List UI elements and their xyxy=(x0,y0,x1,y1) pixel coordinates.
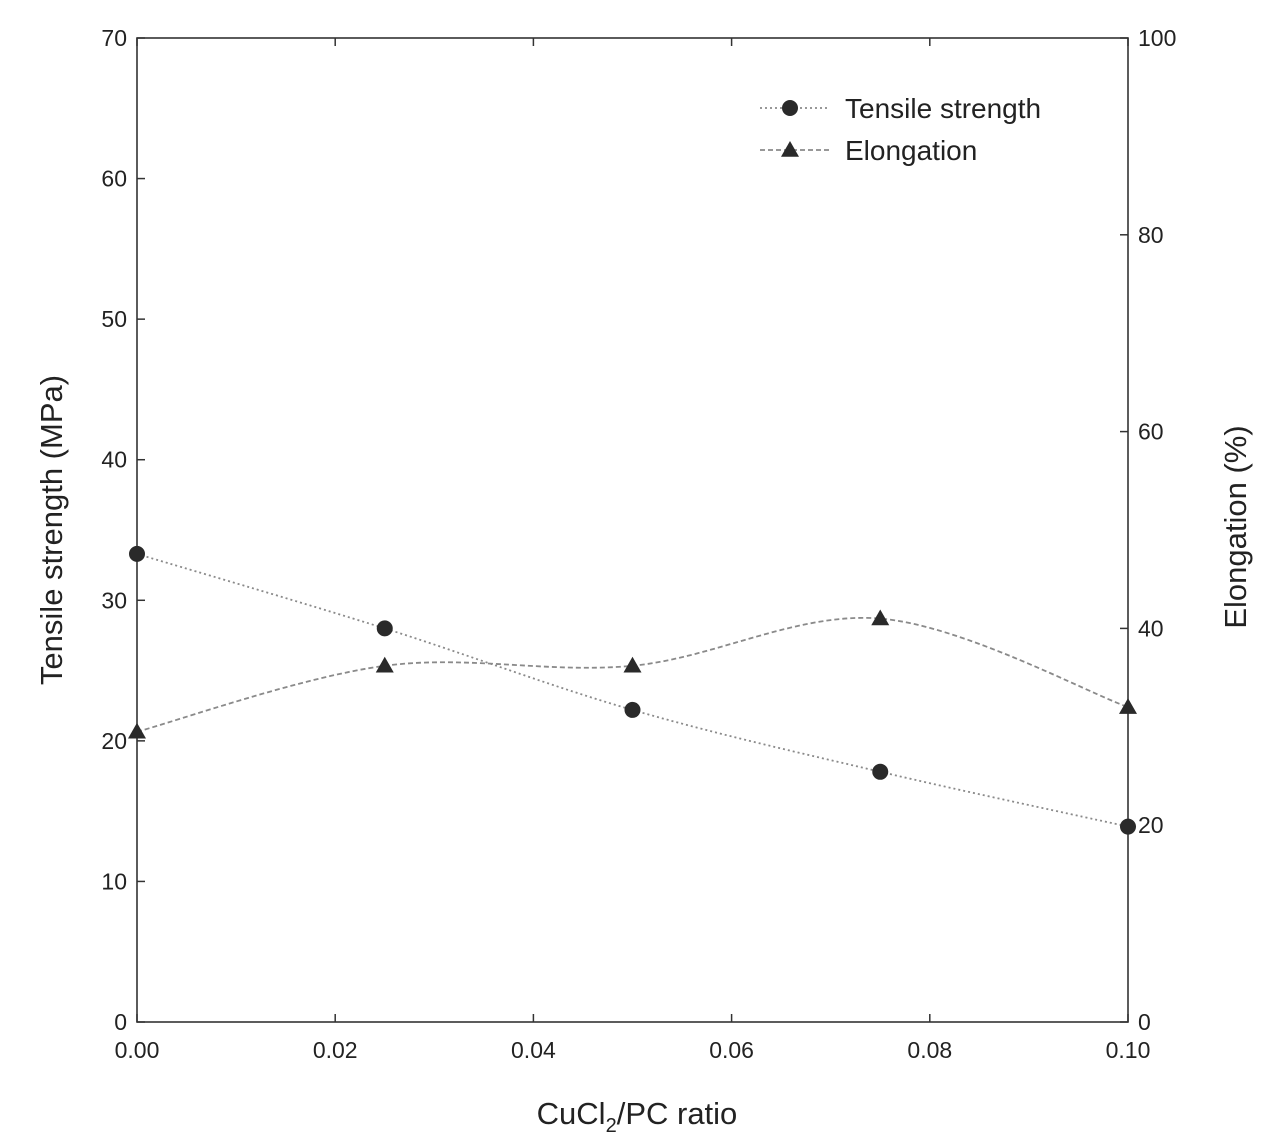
x-tick-label: 0.00 xyxy=(115,1037,160,1063)
x-tick-label: 0.08 xyxy=(907,1037,952,1063)
y-left-tick-label: 20 xyxy=(101,728,127,754)
x-tick-label: 0.04 xyxy=(511,1037,556,1063)
x-tick-label: 0.06 xyxy=(709,1037,754,1063)
y-left-tick-label: 40 xyxy=(101,447,127,473)
y-left-tick-label: 0 xyxy=(114,1009,127,1035)
tensile-strength-point xyxy=(624,701,641,718)
y-left-tick-label: 10 xyxy=(101,868,127,894)
elongation-point xyxy=(375,656,394,673)
y-left-tick-label: 30 xyxy=(101,587,127,613)
legend-marker xyxy=(782,100,798,116)
y-left-tick-label: 50 xyxy=(101,306,127,332)
tensile-strength-point xyxy=(129,545,145,562)
ticks-group: 0.00 0.02 0.04 0.06 0.08 0.100102030405060700… xyxy=(101,25,1176,1063)
x-axis-title: CuCl2/PC ratio xyxy=(537,1096,738,1136)
y-right-tick-label: 60 xyxy=(1138,419,1164,445)
tensile-strength-point xyxy=(872,763,889,780)
legend: Tensile strength Elongation xyxy=(760,93,1041,166)
elongation-point xyxy=(1119,698,1137,714)
y-right-tick-label: 0 xyxy=(1138,1009,1151,1035)
tensile-strength-line xyxy=(136,553,1129,828)
plot-frame xyxy=(136,37,1129,1023)
elongation-point xyxy=(623,656,642,673)
elongation-point xyxy=(128,722,146,739)
x-tick-label: 0.10 xyxy=(1106,1037,1151,1063)
legend-marker xyxy=(781,141,799,157)
tensile-strength-point xyxy=(1120,818,1136,835)
x-axis-title-rest: /PC ratio xyxy=(617,1096,738,1131)
y-right-tick-label: 20 xyxy=(1138,812,1164,838)
plot-frame-group xyxy=(136,37,1129,1023)
y-axis-right-title: Elongation (%) xyxy=(1218,425,1253,628)
legend-label: Elongation xyxy=(845,135,977,166)
x-tick-label: 0.02 xyxy=(313,1037,358,1063)
y-axis-left-title: Tensile strength (MPa) xyxy=(34,375,69,685)
tensile-strength-point xyxy=(376,620,393,637)
y-right-tick-label: 40 xyxy=(1138,615,1164,641)
y-left-tick-label: 60 xyxy=(101,166,127,192)
elongation-point xyxy=(871,609,890,626)
series-group xyxy=(128,545,1137,835)
y-right-tick-label: 100 xyxy=(1138,25,1176,51)
legend-label: Tensile strength xyxy=(845,93,1041,124)
y-left-tick-label: 70 xyxy=(101,25,127,51)
x-axis-title-main: CuCl xyxy=(537,1096,606,1131)
y-right-tick-label: 80 xyxy=(1138,222,1164,248)
x-axis-title-subscript: 2 xyxy=(606,1115,617,1136)
